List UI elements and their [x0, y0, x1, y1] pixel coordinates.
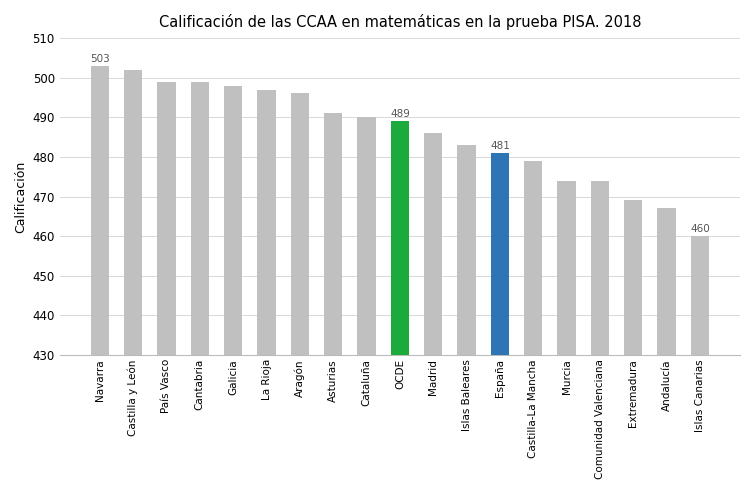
Bar [224, 86, 242, 355]
Bar [524, 161, 542, 355]
Bar [90, 66, 109, 355]
Bar [391, 121, 409, 355]
Bar [458, 145, 476, 355]
Bar [557, 180, 576, 355]
Y-axis label: Calificación: Calificación [14, 160, 27, 233]
Bar [324, 113, 342, 355]
Bar [624, 201, 642, 355]
Text: 489: 489 [390, 109, 410, 119]
Bar [191, 82, 209, 355]
Bar [124, 70, 143, 355]
Bar [158, 82, 176, 355]
Bar [291, 94, 309, 355]
Bar [491, 153, 509, 355]
Text: 481: 481 [490, 141, 510, 151]
Bar [357, 117, 375, 355]
Bar [257, 90, 276, 355]
Text: 460: 460 [690, 224, 710, 234]
Bar [424, 133, 443, 355]
Bar [591, 180, 609, 355]
Bar [657, 209, 676, 355]
Text: 503: 503 [90, 54, 109, 64]
Title: Calificación de las CCAA en matemáticas en la prueba PISA. 2018: Calificación de las CCAA en matemáticas … [158, 14, 641, 30]
Bar [691, 236, 710, 355]
